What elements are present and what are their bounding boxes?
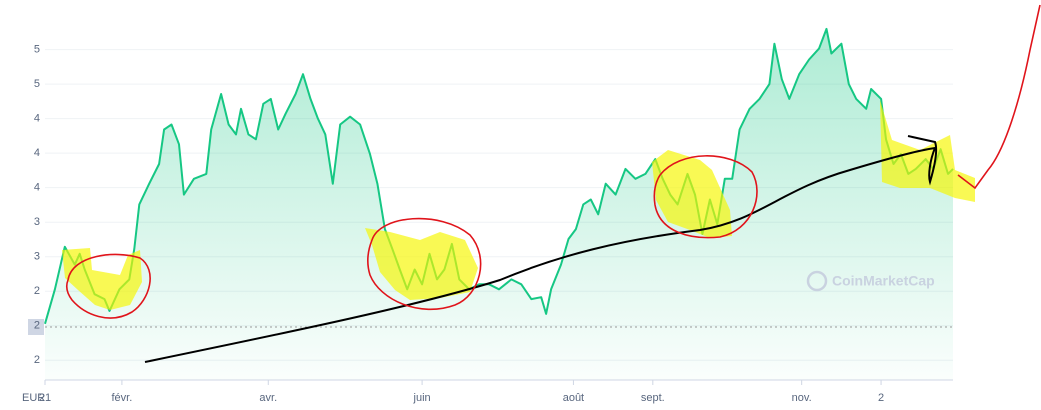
highlights (62, 100, 975, 310)
x-tick-label: avr. (259, 392, 277, 404)
area (45, 28, 953, 381)
y-tick-label: 4 (34, 147, 40, 159)
y-tick-label: 2 (34, 285, 40, 297)
y-tick-label: 3 (34, 251, 40, 263)
y-tick-label: 5 (34, 43, 40, 55)
x-tick-label: 2 (878, 392, 884, 404)
watermark: CoinMarketCap (806, 270, 935, 292)
x-tick-label: juin (413, 392, 431, 404)
annotations (66, 4, 1041, 319)
y-unit: EUR (22, 392, 45, 404)
watermark-text: CoinMarketCap (832, 273, 935, 289)
highlight (652, 150, 732, 238)
y-tick-label: 3 (34, 216, 40, 228)
y-tick-label: 2 (34, 320, 40, 332)
y-tick-label: 4 (34, 182, 40, 194)
x-tick-label: 21 (39, 392, 51, 404)
price-line (44, 27, 954, 325)
x-tick-label: août (563, 392, 584, 404)
annotation-trend (144, 135, 938, 363)
y-tick-label: 4 (34, 113, 40, 125)
highlight (880, 100, 975, 202)
highlight (365, 228, 478, 300)
y-tick-label: 2 (34, 354, 40, 366)
plot (44, 27, 954, 381)
annotation-circle (367, 217, 482, 311)
annotation-line (957, 4, 1041, 190)
price-tag (28, 319, 44, 335)
x-tick-label: févr. (112, 392, 133, 404)
watermark-logo (806, 270, 828, 292)
highlight (62, 248, 142, 310)
annotation-circle (66, 253, 151, 319)
annotation-circle (653, 155, 758, 239)
y-tick-label: 5 (34, 78, 40, 90)
x-tick-label: sept. (641, 392, 665, 404)
x-tick-label: nov. (792, 392, 812, 404)
